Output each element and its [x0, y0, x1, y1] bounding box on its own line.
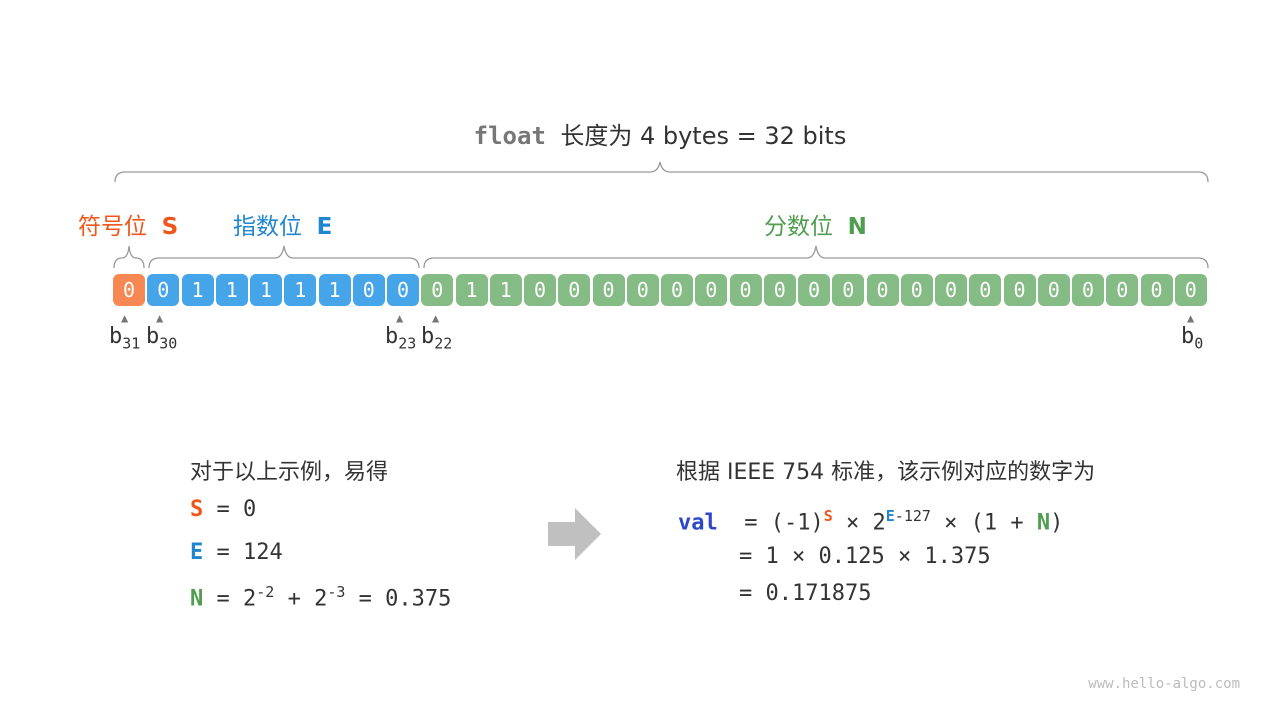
fraction-bit-cell: 0 — [832, 274, 865, 306]
fraction-bit-cell: 0 — [421, 274, 454, 306]
label-b22: b22 — [421, 324, 453, 353]
formula-line-1: val = (-1)S × 2E-127 × (1 + N) — [678, 507, 1064, 536]
label-b31: b31 — [109, 324, 141, 353]
exponent-bit-cell: 1 — [318, 274, 351, 306]
fraction-bit-cell: 1 — [455, 274, 488, 306]
fraction-bit-cell: 0 — [1072, 274, 1104, 306]
fraction-bit-cell: 0 — [626, 274, 659, 306]
label-b23: b23 — [385, 324, 417, 353]
fraction-bit-cell: 0 — [969, 274, 1002, 306]
arrow-b30-icon: ▲ — [156, 311, 164, 325]
fraction-bit-cell: 0 — [558, 274, 591, 306]
fraction-bit-cell: 0 — [592, 274, 625, 306]
fraction-bit-cell: 0 — [1106, 274, 1139, 306]
exponent-bit-cell: 1 — [250, 274, 282, 306]
fraction-bit-cell: 0 — [763, 274, 796, 306]
right-intro: 根据 IEEE 754 标准，该示例对应的数字为 — [676, 460, 1096, 485]
fraction-bit-cell: 0 — [866, 274, 899, 306]
fraction-bit-cell: 0 — [729, 274, 762, 306]
exponent-label: 指数位 E — [233, 214, 333, 240]
s-value: S = 0 — [190, 497, 257, 522]
arrow-b23-icon: ▲ — [396, 311, 404, 325]
exponent-bit-cell: 1 — [181, 274, 214, 306]
fraction-bit-cell: 0 — [1003, 274, 1036, 306]
exponent-bit-cell: 0 — [387, 274, 419, 306]
formula-line-2: = 1 × 0.125 × 1.375 — [739, 544, 991, 569]
fraction-bit-cell: 0 — [1140, 274, 1173, 306]
exponent-bit-cell: 1 — [284, 274, 317, 306]
left-intro: 对于以上示例，易得 — [190, 460, 389, 485]
fraction-label: 分数位 N — [764, 214, 867, 240]
exp-brace — [148, 245, 420, 269]
exponent-bit-cell: 0 — [352, 274, 385, 306]
total-brace — [114, 161, 1209, 183]
watermark: www.hello-algo.com — [1088, 676, 1240, 692]
e-value: E = 124 — [190, 540, 283, 565]
fraction-bit-cell: 0 — [1174, 274, 1207, 306]
arrow-b0-icon: ▲ — [1187, 311, 1195, 325]
right-arrow-shape — [548, 508, 601, 560]
fraction-bit-cell: 1 — [489, 274, 522, 306]
fraction-bit-cell: 0 — [798, 274, 830, 306]
n-value: N = 2-2 + 2-3 = 0.375 — [190, 583, 452, 612]
fraction-bit-cell: 0 — [524, 274, 556, 306]
sign-label: 符号位 S — [78, 214, 179, 240]
label-b30: b30 — [146, 324, 178, 353]
arrow-b22-icon: ▲ — [432, 311, 440, 325]
arrow-b31-icon: ▲ — [121, 311, 129, 325]
fraction-bit-cell: 0 — [1037, 274, 1070, 306]
label-b0: b0 — [1181, 324, 1204, 353]
exponent-bit-cell: 0 — [147, 274, 180, 306]
exponent-bit-cell: 1 — [215, 274, 248, 306]
fraction-bit-cell: 0 — [900, 274, 933, 306]
sign-brace — [113, 245, 145, 269]
diagram-title: float 长度为 4 bytes = 32 bits — [473, 122, 847, 150]
fraction-bit-cell: 0 — [661, 274, 693, 306]
fraction-bit-cell: 0 — [695, 274, 728, 306]
frac-brace — [423, 245, 1209, 269]
sign-bit-cell: 0 — [113, 274, 145, 306]
formula-line-3: = 0.171875 — [739, 581, 872, 606]
fraction-bit-cell: 0 — [935, 274, 967, 306]
